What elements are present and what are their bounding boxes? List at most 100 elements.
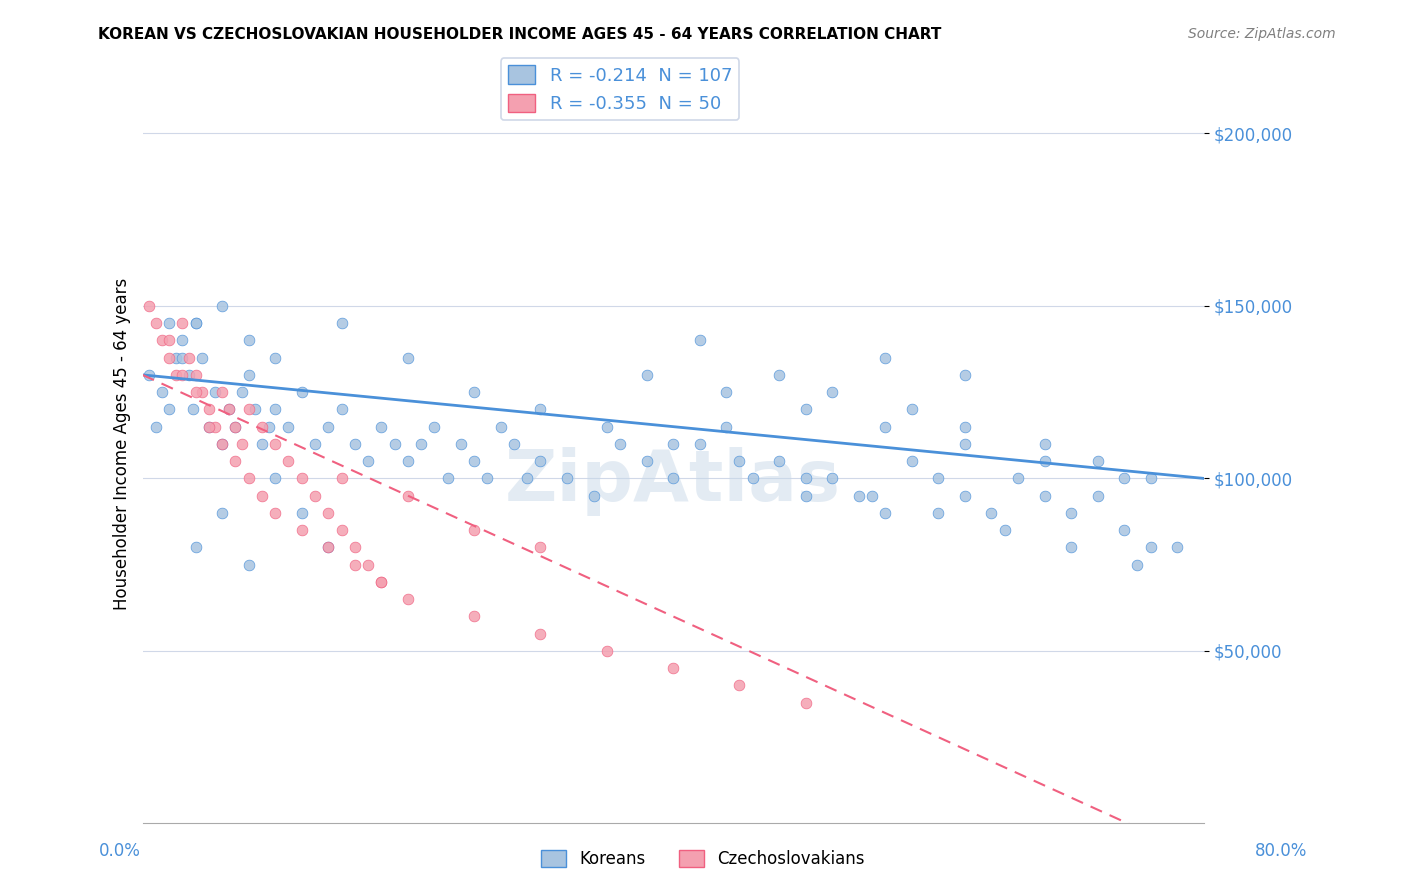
Point xyxy=(860,489,883,503)
Point xyxy=(291,385,314,400)
Point xyxy=(728,454,751,468)
Text: KOREAN VS CZECHOSLOVAKIAN HOUSEHOLDER INCOME AGES 45 - 64 YEARS CORRELATION CHAR: KOREAN VS CZECHOSLOVAKIAN HOUSEHOLDER IN… xyxy=(98,27,942,42)
Point xyxy=(463,454,485,468)
Point xyxy=(555,471,578,485)
Point xyxy=(980,506,1002,520)
Point xyxy=(343,541,366,555)
Point xyxy=(245,402,267,417)
Point xyxy=(1126,558,1149,572)
Point xyxy=(211,506,233,520)
Point xyxy=(304,437,326,451)
Point xyxy=(330,402,353,417)
Point xyxy=(343,437,366,451)
Point xyxy=(177,368,200,382)
Point xyxy=(264,471,287,485)
Point xyxy=(238,558,260,572)
Point xyxy=(177,351,200,365)
Point xyxy=(257,419,280,434)
Point xyxy=(636,368,658,382)
Point xyxy=(264,506,287,520)
Point xyxy=(1087,454,1109,468)
Point xyxy=(316,506,339,520)
Point xyxy=(238,471,260,485)
Point xyxy=(396,489,419,503)
Point xyxy=(596,644,619,658)
Point xyxy=(330,316,353,330)
Point xyxy=(204,385,226,400)
Point xyxy=(357,558,380,572)
Point xyxy=(1087,489,1109,503)
Point xyxy=(304,489,326,503)
Point xyxy=(184,368,207,382)
Point xyxy=(172,334,194,348)
Point xyxy=(316,541,339,555)
Point xyxy=(145,419,167,434)
Point xyxy=(436,471,458,485)
Point xyxy=(516,471,538,485)
Point xyxy=(370,574,392,589)
Point xyxy=(1139,541,1161,555)
Point xyxy=(848,489,870,503)
Point xyxy=(794,471,817,485)
Point xyxy=(636,454,658,468)
Point xyxy=(1060,506,1083,520)
Point xyxy=(423,419,446,434)
Point xyxy=(1033,437,1056,451)
Point xyxy=(238,402,260,417)
Point xyxy=(211,437,233,451)
Point xyxy=(277,454,299,468)
Point xyxy=(463,523,485,537)
Point xyxy=(662,661,685,675)
Point xyxy=(238,368,260,382)
Point xyxy=(596,419,619,434)
Point xyxy=(218,402,240,417)
Point xyxy=(224,419,246,434)
Point xyxy=(1060,541,1083,555)
Point xyxy=(204,419,226,434)
Point xyxy=(384,437,406,451)
Point xyxy=(157,351,180,365)
Point xyxy=(231,437,253,451)
Point xyxy=(609,437,631,451)
Text: Source: ZipAtlas.com: Source: ZipAtlas.com xyxy=(1188,27,1336,41)
Point xyxy=(165,351,187,365)
Point xyxy=(184,316,207,330)
Point xyxy=(218,402,240,417)
Text: 0.0%: 0.0% xyxy=(98,842,141,860)
Point xyxy=(396,454,419,468)
Text: 80.0%: 80.0% xyxy=(1256,842,1308,860)
Point xyxy=(953,368,976,382)
Point xyxy=(250,489,273,503)
Point xyxy=(264,351,287,365)
Point xyxy=(184,316,207,330)
Point xyxy=(138,368,160,382)
Point xyxy=(145,316,167,330)
Point xyxy=(396,592,419,607)
Point xyxy=(714,419,737,434)
Point xyxy=(450,437,472,451)
Point xyxy=(1007,471,1029,485)
Point xyxy=(794,489,817,503)
Point xyxy=(396,351,419,365)
Point xyxy=(689,334,711,348)
Point xyxy=(157,334,180,348)
Point xyxy=(172,316,194,330)
Legend: Koreans, Czechoslovakians: Koreans, Czechoslovakians xyxy=(534,843,872,875)
Point xyxy=(211,385,233,400)
Point xyxy=(875,506,897,520)
Point xyxy=(211,299,233,313)
Point xyxy=(463,385,485,400)
Point xyxy=(316,419,339,434)
Point xyxy=(768,368,790,382)
Point xyxy=(1166,541,1188,555)
Point xyxy=(662,437,685,451)
Point xyxy=(503,437,526,451)
Point xyxy=(264,402,287,417)
Point xyxy=(821,385,844,400)
Point xyxy=(477,471,499,485)
Point xyxy=(291,506,314,520)
Point xyxy=(875,419,897,434)
Point xyxy=(901,402,924,417)
Point xyxy=(953,437,976,451)
Point xyxy=(198,419,221,434)
